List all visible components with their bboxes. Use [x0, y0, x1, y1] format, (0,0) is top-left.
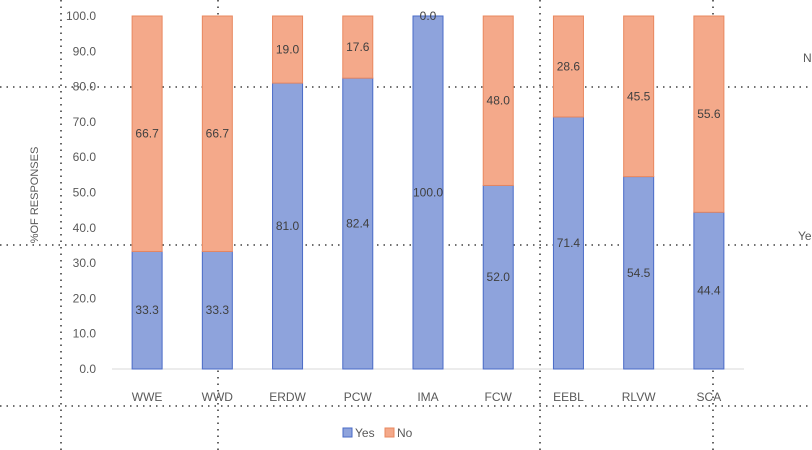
side-label-yes: Ye	[798, 229, 812, 243]
x-tick-label: PCW	[344, 390, 373, 404]
bar-no	[693, 15, 725, 213]
data-label-no: 66.7	[206, 127, 230, 141]
y-tick-label: 30.0	[73, 256, 97, 270]
y-tick-label: 50.0	[73, 186, 97, 200]
data-label-no: 45.5	[627, 89, 651, 103]
data-label-yes: 33.3	[206, 303, 230, 317]
bar-yes	[272, 82, 304, 370]
y-tick-label: 0.0	[79, 362, 96, 376]
y-tick-label: 10.0	[73, 327, 97, 341]
x-tick-label: ERDW	[269, 390, 306, 404]
y-tick-label: 90.0	[73, 44, 97, 58]
data-label-yes: 71.4	[557, 236, 581, 250]
y-tick-label: 40.0	[73, 221, 97, 235]
data-label-no: 19.0	[276, 43, 300, 57]
side-label-no: N	[803, 51, 812, 65]
x-tick-label: WWE	[132, 390, 163, 404]
bar-no	[482, 15, 514, 186]
bar-no	[342, 15, 374, 79]
data-label-no: 55.6	[697, 107, 721, 121]
y-tick-label: 60.0	[73, 150, 97, 164]
y-axis-label: %OF RESPONSES	[29, 147, 41, 244]
data-label-no: 66.7	[135, 127, 159, 141]
legend-label-no: No	[397, 426, 413, 440]
y-tick-label: 100.0	[66, 9, 96, 23]
bar-no	[552, 15, 584, 118]
bar-no	[623, 15, 655, 178]
y-tick-label: 70.0	[73, 115, 97, 129]
data-label-no: 17.6	[346, 40, 370, 54]
x-tick-label: WWD	[202, 390, 234, 404]
data-labels: 33.3 66.7 WWE 33.3 66.7 WWD 81.0 19.0 ERDW 82.4 17…	[132, 9, 721, 404]
x-tick-label: FCW	[485, 390, 513, 404]
bar-yes	[693, 211, 725, 370]
bar-yes	[412, 15, 444, 370]
data-label-yes: 44.4	[697, 284, 721, 298]
legend-swatch-no	[384, 427, 395, 438]
x-tick-label: SCA	[697, 390, 722, 404]
legend-label-yes: Yes	[355, 426, 375, 440]
bar-no	[272, 15, 304, 84]
bars	[131, 15, 725, 370]
bar-yes	[201, 250, 233, 370]
y-tick-label: 20.0	[73, 291, 97, 305]
data-label-yes: 81.0	[276, 219, 300, 233]
bar-yes	[552, 116, 584, 370]
data-label-no: 28.6	[557, 59, 581, 73]
legend: Yes No	[342, 426, 413, 440]
data-label-yes: 33.3	[135, 303, 159, 317]
bar-yes	[342, 77, 374, 370]
side-labels: N Ye	[798, 51, 812, 243]
data-label-yes: 100.0	[413, 186, 443, 200]
legend-swatch-yes	[342, 427, 353, 438]
x-tick-label: RLVW	[622, 390, 656, 404]
data-label-yes: 82.4	[346, 217, 370, 231]
y-tick-label: 80.0	[73, 80, 97, 94]
data-label-yes: 52.0	[487, 270, 511, 284]
bar-no	[201, 15, 233, 252]
data-label-no: 48.0	[487, 94, 511, 108]
x-tick-label: EEBL	[553, 390, 584, 404]
x-tick-label: IMA	[417, 390, 438, 404]
bar-yes	[623, 176, 655, 370]
data-label-yes: 54.5	[627, 266, 651, 280]
data-label-no: 0.0	[420, 9, 437, 23]
bar-yes	[482, 184, 514, 370]
bar-no	[131, 15, 163, 252]
bar-yes	[131, 250, 163, 370]
